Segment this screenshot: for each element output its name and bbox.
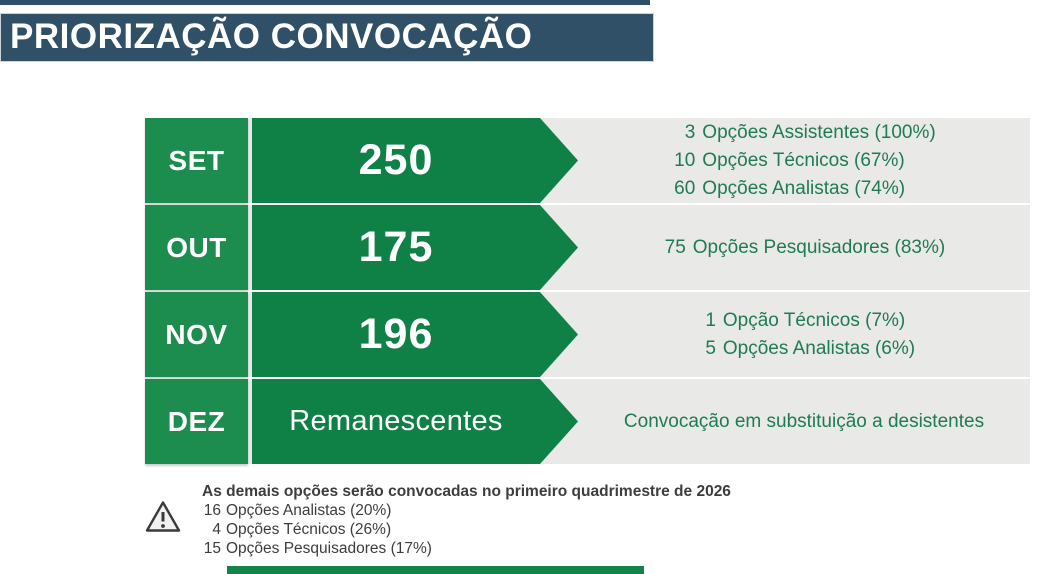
- detail-text: Opção Técnicos (7%): [722, 309, 906, 331]
- detail-count: 1: [705, 309, 716, 331]
- schedule-rows: SET 250 3 Opções Assistentes (100%) 10 O…: [145, 118, 1030, 466]
- detail-line: 10 Opções Técnicos (67%): [672, 147, 935, 175]
- detail-text: Convocação em substituição a desistentes: [623, 410, 985, 432]
- divider: [248, 205, 252, 290]
- detail-text: Opções Analistas (74%): [702, 177, 906, 199]
- detail-line: 3 Opções Assistentes (100%): [672, 119, 936, 147]
- detail-line: 1 Opção Técnicos (7%): [693, 307, 915, 335]
- detail-count: 60: [674, 177, 696, 199]
- detail-count: 3: [684, 121, 696, 143]
- schedule-row-nov: NOV 196 1 Opção Técnicos (7%) 5 Opções A…: [145, 292, 1030, 377]
- detail-line: 60 Opções Analistas (74%): [672, 175, 935, 203]
- footnote-count: 16: [203, 502, 221, 519]
- detail-count: 10: [674, 149, 696, 171]
- bottom-accent-bar: [227, 566, 644, 574]
- row-details: 3 Opções Assistentes (100%) 10 Opções Té…: [578, 118, 1030, 203]
- detail-line: Convocação em substituição a desistentes: [624, 408, 984, 436]
- footnote-item-text: Opções Técnicos (26%): [226, 521, 392, 538]
- arrow-shape-out: 175: [252, 205, 578, 290]
- footnote-count: 4: [212, 521, 221, 538]
- detail-text: Opções Pesquisadores (83%): [692, 236, 946, 258]
- warning-triangle-icon: [145, 500, 181, 558]
- schedule-row-set: SET 250 3 Opções Assistentes (100%) 10 O…: [145, 118, 1030, 203]
- detail-count: 5: [705, 337, 716, 359]
- row-value: 250: [358, 136, 434, 184]
- detail-line: 5 Opções Analistas (6%): [693, 335, 915, 363]
- footnote-heading: As demais opções serão convocadas no pri…: [202, 483, 731, 500]
- detail-text: Opções Assistentes (100%): [702, 121, 936, 143]
- month-box-set: SET: [145, 118, 248, 203]
- footnote-line: 4 Opções Técnicos (26%): [202, 520, 731, 539]
- schedule-row-dez: DEZ Remanescentes Convocação em substitu…: [145, 379, 1030, 464]
- footnote-item-text: Opções Pesquisadores (17%): [226, 540, 432, 557]
- arrow-shape-nov: 196: [252, 292, 578, 377]
- detail-line: 75 Opções Pesquisadores (83%): [663, 234, 946, 262]
- row-value: 175: [358, 223, 434, 271]
- month-box-out: OUT: [145, 205, 248, 290]
- schedule-row-out: OUT 175 75 Opções Pesquisadores (83%): [145, 205, 1030, 290]
- detail-text: Opções Técnicos (67%): [702, 149, 905, 171]
- page-title: PRIORIZAÇÃO CONVOCAÇÃO: [10, 17, 533, 56]
- divider: [248, 118, 252, 203]
- row-details: 1 Opção Técnicos (7%) 5 Opções Analistas…: [578, 292, 1030, 377]
- divider: [248, 292, 252, 377]
- divider: [248, 379, 252, 464]
- detail-count: 75: [664, 236, 686, 258]
- footnote: As demais opções serão convocadas no pri…: [145, 482, 731, 558]
- footnote-line: 16 Opções Analistas (20%): [202, 501, 731, 520]
- row-value: 196: [358, 310, 434, 358]
- arrow-shape-dez: Remanescentes: [252, 379, 578, 464]
- row-details: 75 Opções Pesquisadores (83%): [578, 205, 1030, 290]
- detail-text: Opções Analistas (6%): [722, 337, 916, 359]
- month-box-nov: NOV: [145, 292, 248, 377]
- row-value: Remanescentes: [289, 405, 503, 437]
- footnote-line: 15 Opções Pesquisadores (17%): [202, 539, 731, 558]
- row-details: Convocação em substituição a desistentes: [578, 379, 1030, 464]
- month-box-dez: DEZ: [145, 379, 248, 464]
- footnote-count: 15: [203, 540, 221, 557]
- top-accent-bar: [0, 0, 650, 5]
- title-bar: PRIORIZAÇÃO CONVOCAÇÃO: [0, 13, 654, 62]
- footnote-item-text: Opções Analistas (20%): [226, 502, 392, 519]
- footnote-text: As demais opções serão convocadas no pri…: [202, 482, 731, 558]
- arrow-shape-set: 250: [252, 118, 578, 203]
